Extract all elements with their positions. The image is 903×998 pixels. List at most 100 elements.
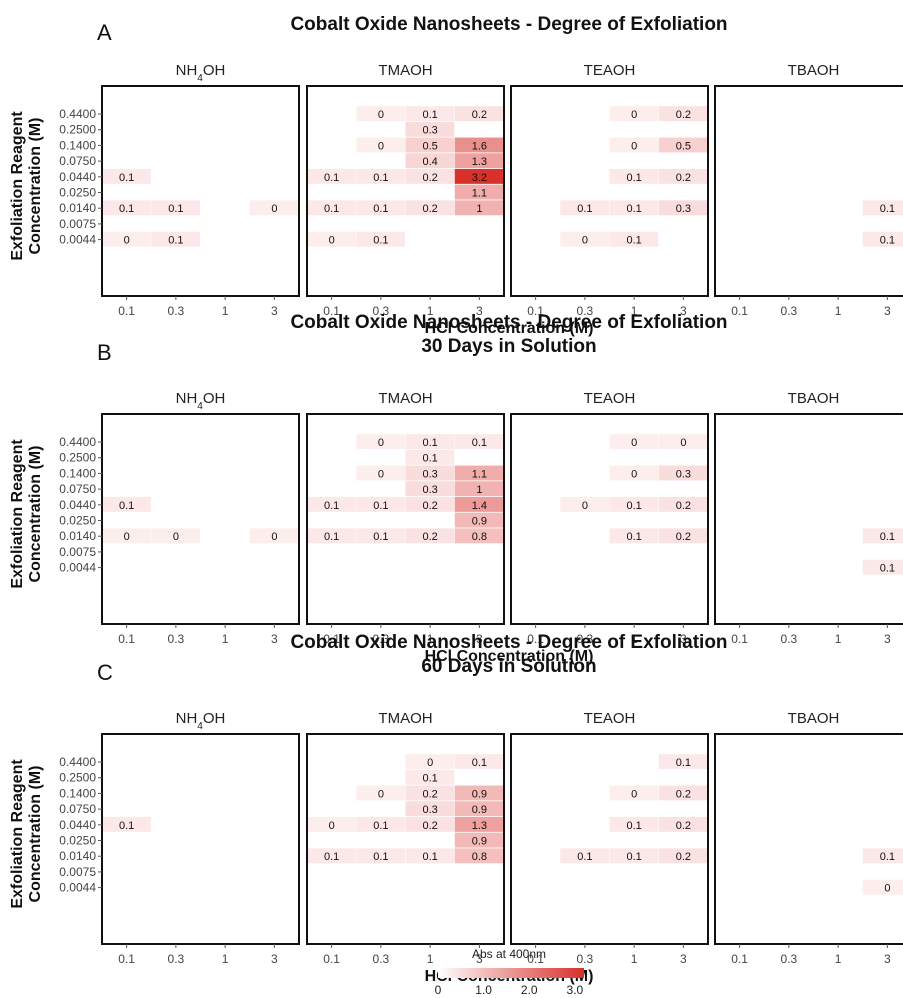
heatmap-cell <box>356 816 405 832</box>
heatmap-cell <box>405 200 455 216</box>
heatmap-cell <box>454 848 504 864</box>
facet-label-1: TMAOH <box>378 62 432 79</box>
heatmap-cell <box>102 231 151 247</box>
heatmap-cell <box>658 848 708 864</box>
cell-label: 0.2 <box>676 109 691 121</box>
y-tick-label: 0.2500 <box>59 771 96 785</box>
y-tick-label: 0.2500 <box>59 123 96 137</box>
heatmap-cell <box>862 559 903 575</box>
cell-label: 0.2 <box>422 788 437 800</box>
heatmap-cell <box>609 168 659 184</box>
heatmap-cell <box>560 848 609 864</box>
heatmap-cell <box>609 106 659 122</box>
cell-label: 0.1 <box>577 851 592 863</box>
cell-label: 0 <box>378 140 384 152</box>
y-tick-label: 0.0044 <box>59 881 96 895</box>
heatmap-cell <box>151 528 200 544</box>
heatmap-cell <box>658 434 708 450</box>
cell-label: 0.1 <box>168 203 183 215</box>
heatmap-cell <box>609 465 659 481</box>
heatmap-cell <box>862 879 903 895</box>
facet-box <box>510 733 709 945</box>
heatmap-cell <box>405 465 455 481</box>
heatmap-cell <box>405 153 455 169</box>
heatmap-cell <box>454 754 504 770</box>
heatmap-cell <box>356 496 405 512</box>
y-axis-title: Exfoliation ReagentConcentration (M) <box>9 111 44 261</box>
heatmap-cell <box>454 137 504 153</box>
heatmap-cell <box>307 168 356 184</box>
heatmap-cell <box>102 816 151 832</box>
heatmap-cell <box>454 465 504 481</box>
heatmap-cell <box>609 848 659 864</box>
facet-box <box>101 733 300 945</box>
heatmap-cell <box>405 769 455 785</box>
cell-label: 0.1 <box>880 563 895 575</box>
x-tick-label: 3 <box>884 304 891 318</box>
cell-label: 1 <box>476 484 482 496</box>
cell-label: 0 <box>378 468 384 480</box>
heatmap-cell <box>454 512 504 528</box>
facet-box <box>714 413 903 625</box>
x-tick-label: 0.3 <box>577 304 594 318</box>
heatmap-cell <box>249 528 299 544</box>
facet-box <box>510 413 709 625</box>
cell-label: 1.3 <box>472 820 487 832</box>
heatmap-cell <box>454 816 504 832</box>
cell-label: 0 <box>427 757 433 769</box>
y-tick-label: 0.0750 <box>59 802 96 816</box>
heatmap-cell <box>405 528 455 544</box>
heatmap-cell <box>307 200 356 216</box>
heatmap-cell <box>307 231 356 247</box>
y-tick-label: 0.0140 <box>59 201 96 215</box>
heatmap-cell <box>454 200 504 216</box>
heatmap-cell <box>658 785 708 801</box>
cell-label: 0.2 <box>676 531 691 543</box>
x-tick-label: 1 <box>427 304 434 318</box>
cell-label: 0 <box>271 531 277 543</box>
heatmap-cell <box>658 200 708 216</box>
heatmap-cell <box>658 465 708 481</box>
facet-box <box>101 85 300 297</box>
heatmap-cell <box>609 137 659 153</box>
x-tick-label: 0.3 <box>577 632 594 646</box>
heatmap-cell <box>405 848 455 864</box>
x-tick-label: 0.3 <box>781 304 798 318</box>
cell-label: 0.1 <box>626 235 641 247</box>
cell-label: 0.1 <box>324 500 339 512</box>
legend-colorbar <box>438 968 584 978</box>
cell-label: 0 <box>631 788 637 800</box>
x-tick-label: 3 <box>271 304 278 318</box>
heatmap-cell <box>356 465 405 481</box>
cell-label: 0.2 <box>676 172 691 184</box>
heatmap-cell <box>658 137 708 153</box>
y-tick-label: 0.1400 <box>59 466 96 480</box>
cell-label: 1 <box>476 203 482 215</box>
cell-label: 0.1 <box>577 203 592 215</box>
heatmap-cell <box>249 200 299 216</box>
y-tick-label: 0.0440 <box>59 498 96 512</box>
x-tick-label: 1 <box>222 632 229 646</box>
heatmap-cell <box>658 168 708 184</box>
cell-label: 0.1 <box>422 453 437 465</box>
cell-label: 0.2 <box>422 531 437 543</box>
cell-label: 0.1 <box>422 437 437 449</box>
heatmap-cell <box>405 168 455 184</box>
cell-label: 0.3 <box>676 203 691 215</box>
cell-label: 0.2 <box>422 203 437 215</box>
heatmap-cell <box>405 121 455 137</box>
x-tick-label: 1 <box>631 632 638 646</box>
legend-tick-label: 2.0 <box>521 983 538 997</box>
y-tick-label: 0.0250 <box>59 514 96 528</box>
cell-label: 0.1 <box>676 757 691 769</box>
panel-title: Cobalt Oxide Nanosheets - Degree of Exfo… <box>290 312 727 333</box>
y-tick-label: 0.0440 <box>59 170 96 184</box>
cell-label: 0.1 <box>119 172 134 184</box>
heatmap-cell <box>560 231 609 247</box>
heatmap-cell <box>307 816 356 832</box>
cell-label: 0 <box>124 235 130 247</box>
x-tick-label: 0.1 <box>527 632 544 646</box>
heatmap-cell <box>658 754 708 770</box>
heatmap-cell <box>405 801 455 817</box>
cell-label: 0 <box>329 235 335 247</box>
